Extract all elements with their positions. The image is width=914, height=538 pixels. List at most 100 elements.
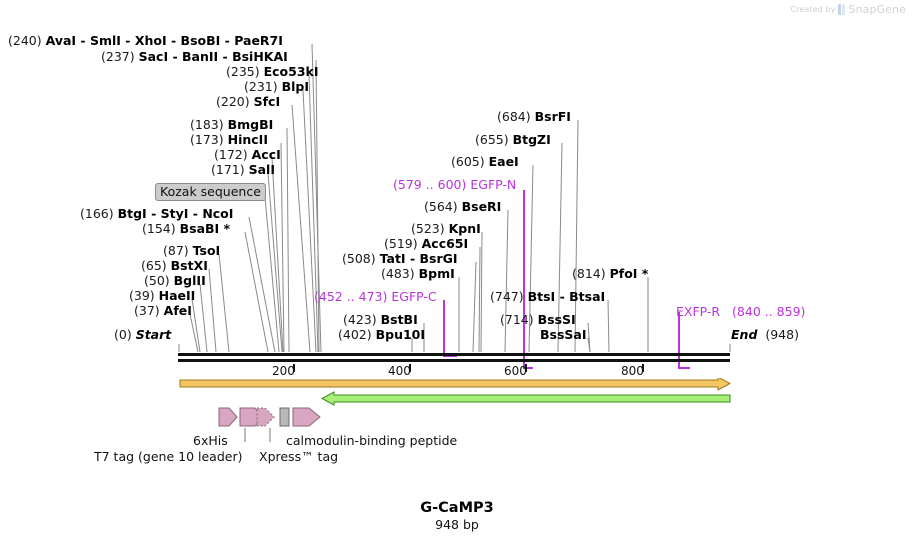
enzyme-name: SmlI — [89, 33, 121, 48]
enzyme-pos: (814) — [572, 266, 606, 281]
enzyme-name: SfcI — [253, 94, 281, 109]
enzyme-pos: (519) — [384, 236, 418, 251]
feature-arrow-calmodulin-binding-peptide — [292, 407, 321, 427]
enzyme-label-154[interactable]: (154) BsaBI * — [142, 222, 230, 235]
egfp-c-range: (452 .. 473) — [314, 289, 388, 304]
enzyme-label-684[interactable]: (684) BsrFI — [497, 110, 571, 123]
enzyme-name: XhoI — [134, 33, 167, 48]
translated-feature-arrows — [218, 407, 321, 442]
enzyme-label-714[interactable]: (714) BssSI — [500, 313, 576, 326]
feature-box-misc — [279, 407, 290, 427]
enzyme-pos: (154) — [142, 221, 176, 236]
enzyme-name: BsiHKAI — [232, 49, 288, 64]
enzyme-pos: (171) — [211, 162, 245, 177]
ruler-tick-200: 200 — [272, 364, 295, 378]
enzyme-name: BsrGI — [419, 251, 458, 266]
enzyme-label-172[interactable]: (172) AccI — [214, 148, 281, 161]
feature-label-kozak-sequence[interactable]: Kozak sequence — [155, 183, 266, 201]
enzyme-label-523[interactable]: (523) KpnI — [411, 222, 481, 235]
enzyme-pos: (37) — [134, 303, 160, 318]
enzyme-label-423[interactable]: (423) BstBI — [343, 313, 418, 326]
enzyme-label-237[interactable]: (237) SacI - BanII - BsiHKAI — [101, 49, 288, 64]
enzyme-label-814[interactable]: (814) PfoI * — [572, 267, 648, 280]
enzyme-label-231[interactable]: (231) BlpI — [244, 80, 309, 93]
snapgene-logo-icon — [838, 4, 845, 15]
feature-label-t7-tag[interactable]: T7 tag (gene 10 leader) — [94, 449, 243, 464]
enzyme-name: TatI — [379, 251, 406, 266]
feature-label-egfp-n[interactable]: (579 .. 600) EGFP-N — [393, 178, 516, 191]
enzyme-label-37[interactable]: (37) AfeI — [134, 304, 192, 317]
enzyme-name: BstBI — [380, 312, 418, 327]
feature-label-calmodulin-binding-peptide[interactable]: calmodulin-binding peptide — [286, 433, 458, 448]
enzyme-label-87[interactable]: (87) TsoI — [163, 244, 220, 257]
enzyme-name: BlpI — [281, 79, 310, 94]
feature-arrow-t7-tag — [218, 407, 238, 427]
enzyme-label-605[interactable]: (605) EaeI — [451, 155, 519, 168]
enzyme-pos: (523) — [411, 221, 445, 236]
enzyme-label-39[interactable]: (39) HaeII — [129, 289, 195, 302]
ruler-tick-800: 800 — [621, 364, 644, 378]
enzyme-name: BtsaI — [569, 289, 606, 304]
enzyme-name: PaeR7I — [234, 33, 283, 48]
enzyme-label-655[interactable]: (655) BtgZI — [475, 133, 551, 146]
feature-label-exfp-r[interactable]: EXFP-R (840 .. 859) — [676, 305, 805, 318]
enzyme-label-166[interactable]: (166) BtgI - StyI - NcoI — [80, 206, 234, 221]
enzyme-name: SacI — [138, 49, 169, 64]
enzyme-label-747[interactable]: (747) BtsI - BtsaI — [490, 289, 606, 304]
enzyme-label-173[interactable]: (173) HincII — [190, 133, 268, 146]
feature-arrow-xpress-tag — [256, 407, 275, 427]
enzyme-label-508[interactable]: (508) TatI - BsrGI — [342, 251, 458, 266]
enzyme-label-220[interactable]: (220) SfcI — [216, 95, 280, 108]
enzyme-pos: (747) — [490, 289, 524, 304]
enzyme-pos: (508) — [342, 251, 376, 266]
enzyme-label-183[interactable]: (183) BmgBI — [190, 118, 273, 131]
enzyme-label-402[interactable]: (402) Bpu10I — [338, 328, 425, 341]
enzyme-pos: (483) — [381, 266, 415, 281]
enzyme-label-235[interactable]: (235) Eco53kI — [226, 65, 319, 78]
kozak-label-text: Kozak sequence — [160, 184, 261, 199]
forward-orf-arrow — [179, 378, 732, 391]
enzyme-pos: (87) — [163, 243, 189, 258]
start-position: (0) — [114, 327, 132, 342]
sequence-start-label: (0) Start — [114, 328, 171, 341]
orf-arrows — [179, 378, 732, 406]
enzyme-label-65[interactable]: (65) BstXI — [141, 259, 208, 272]
enzyme-pos: (173) — [190, 132, 224, 147]
enzyme-pos: (605) — [451, 154, 485, 169]
enzyme-label-519[interactable]: (519) Acc65I — [384, 237, 468, 250]
enzyme-name: AfeI — [163, 303, 192, 318]
enzyme-label-240[interactable]: (240) AvaI - SmlI - XhoI - BsoBI - PaeR7… — [8, 33, 283, 48]
feature-label-egfp-c[interactable]: (452 .. 473) EGFP-C — [314, 290, 437, 303]
sequence-ruler — [293, 364, 644, 372]
enzyme-name: BsoBI — [180, 33, 221, 48]
enzyme-label-714-bsssai[interactable]: BssSaI — [540, 328, 587, 341]
enzyme-pos: (564) — [424, 199, 458, 214]
enzyme-label-483[interactable]: (483) BpmI — [381, 267, 455, 280]
reverse-orf-arrow — [320, 391, 731, 406]
snapgene-watermark: Created by SnapGene — [790, 3, 906, 16]
enzyme-pos: (39) — [129, 288, 155, 303]
enzyme-name: BpmI — [418, 266, 455, 281]
enzyme-name: BtsI — [527, 289, 556, 304]
sequence-backbone-top — [178, 353, 730, 356]
end-text: End — [731, 327, 758, 342]
sequence-length: 948 bp — [435, 517, 479, 532]
enzyme-pos: (235) — [226, 64, 260, 79]
enzyme-name: HincII — [227, 132, 268, 147]
enzyme-pos: (166) — [80, 206, 114, 221]
purple-feature-brackets — [443, 190, 690, 369]
enzyme-pos: (402) — [338, 327, 372, 342]
enzyme-label-564[interactable]: (564) BseRI — [424, 200, 501, 213]
watermark-created-text: Created by — [790, 5, 836, 14]
enzyme-pos: (183) — [190, 117, 224, 132]
enzyme-name: NcoI — [202, 206, 234, 221]
enzyme-label-50[interactable]: (50) BglII — [144, 274, 206, 287]
enzyme-name: BglII — [173, 273, 206, 288]
enzyme-name: Bpu10I — [375, 327, 426, 342]
sequence-title: G-CaMP3 — [420, 500, 494, 516]
enzyme-label-171[interactable]: (171) SalI — [211, 163, 275, 176]
feature-label-xpress-tag[interactable]: Xpress™ tag — [259, 449, 339, 464]
egfp-c-name: EGFP-C — [391, 289, 437, 304]
feature-label-6xhis[interactable]: 6xHis — [193, 433, 228, 448]
